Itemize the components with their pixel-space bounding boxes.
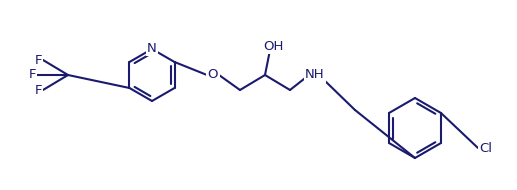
Text: OH: OH: [263, 40, 283, 52]
Text: NH: NH: [305, 69, 325, 82]
Text: O: O: [208, 69, 218, 82]
Text: F: F: [34, 54, 42, 66]
Text: F: F: [28, 69, 36, 82]
Text: N: N: [147, 41, 157, 55]
Text: F: F: [34, 83, 42, 97]
Text: Cl: Cl: [479, 142, 493, 154]
